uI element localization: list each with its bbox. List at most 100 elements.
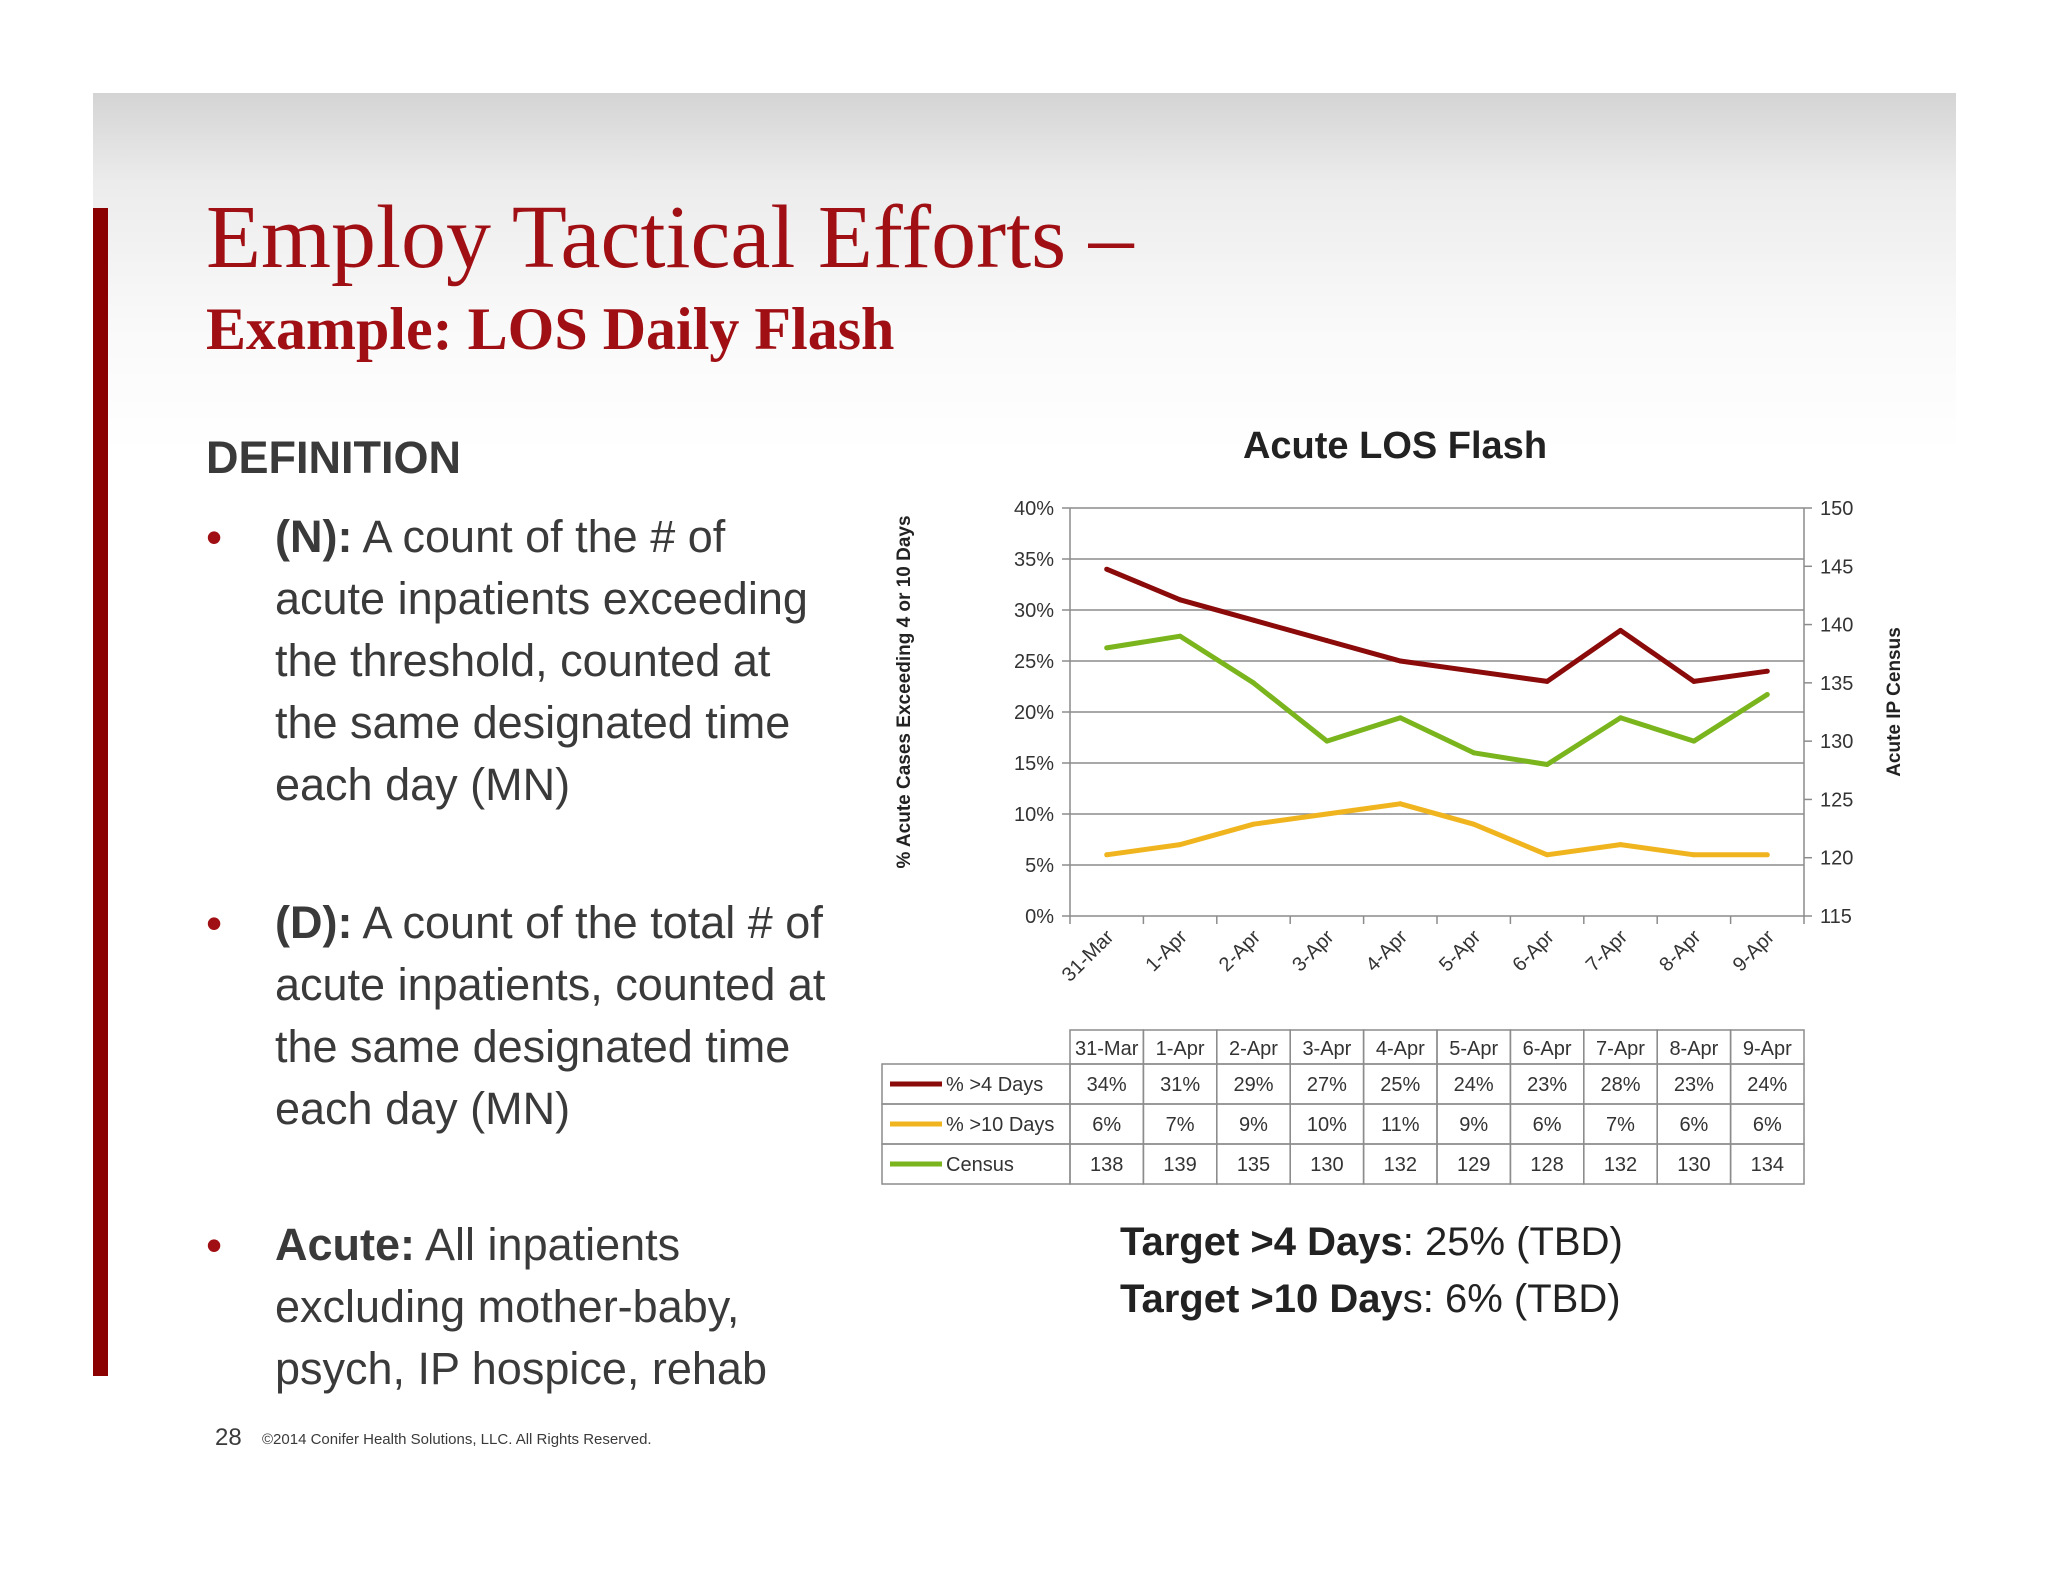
x-category-label: 31-Mar [1058,926,1119,987]
target-label: Target >4 Days [1120,1220,1403,1264]
table-value: 6% [1533,1114,1562,1136]
bullet-term: Acute: [275,1219,416,1270]
x-category-label: 8-Apr [1655,926,1705,976]
x-category-label: 5-Apr [1435,926,1485,976]
series-point [1544,761,1550,767]
table-value: 31% [1160,1074,1200,1096]
table-value: 25% [1380,1074,1420,1096]
right-tick-label: 135 [1820,673,1853,695]
table-header-label: 4-Apr [1376,1038,1425,1060]
series-point [1764,852,1770,858]
left-tick-label: 40% [1014,498,1054,520]
copyright-text: ©2014 Conifer Health Solutions, LLC. All… [262,1431,652,1448]
right-tick-label: 115 [1820,906,1852,928]
table-header-label: 31-Mar [1075,1038,1139,1060]
left-tick-label: 5% [1025,855,1054,877]
bullet-body: A count of the total # of acute inpatien… [275,897,826,1134]
table-value: 24% [1747,1074,1787,1096]
bullet-d: (D): A count of the total # of acute inp… [275,892,840,1140]
left-axis-title: % Acute Cases Exceeding 4 or 10 Days [894,515,915,868]
table-header-label: 3-Apr [1302,1038,1351,1060]
table-value: 132 [1604,1154,1637,1176]
series-point [1471,668,1477,674]
x-category-label: 6-Apr [1508,926,1558,976]
table-value: 6% [1753,1114,1782,1136]
series-lines [1104,566,1770,858]
right-tick-label: 130 [1820,731,1853,753]
series-point [1618,715,1623,721]
target-value: s: 6% (TBD) [1402,1277,1621,1321]
table-value: 139 [1163,1154,1196,1176]
x-category-label: 7-Apr [1582,926,1632,976]
chart-title: Acute LOS Flash [1242,425,1548,467]
table-value: 23% [1527,1074,1567,1096]
table-value: 10% [1307,1114,1347,1136]
target-10-days: Target >10 Days: 6% (TBD) [1120,1277,1621,1322]
table-value: 6% [1092,1114,1121,1136]
series-point [1618,627,1623,633]
series-point [1104,645,1110,651]
table-value: 23% [1674,1074,1714,1096]
table-value: 9% [1239,1114,1268,1136]
left-tick-label: 0% [1025,906,1054,928]
series-line [1106,801,1768,858]
series-point [1324,638,1330,644]
series-point [1471,750,1477,756]
series-point [1397,715,1403,721]
table-header-label: 5-Apr [1449,1038,1498,1060]
right-tick-label: 150 [1820,498,1853,520]
x-category-label: 3-Apr [1288,926,1338,976]
table-value: 34% [1087,1074,1127,1096]
series-point [1324,811,1330,817]
table-header-label: 9-Apr [1743,1038,1792,1060]
bullet-n: (N): A count of the # of acute inpatient… [275,506,840,816]
bullet-term: (D): [275,897,353,948]
accent-bar [93,208,108,1376]
series-point [1764,668,1770,674]
axes: 0% 5% 10% 15% 20% 25% 30% 35% 40% 115 120 125 130 135… [894,498,1905,986]
definition-heading: DEFINITION [206,432,461,483]
series-point [1177,597,1183,603]
table-value: 29% [1233,1074,1273,1096]
series-point [1251,821,1256,827]
series-point [1397,801,1403,807]
table-header-label: 2-Apr [1229,1038,1278,1060]
legend-label: % >10 Days [946,1114,1054,1136]
bullet-marker: • [206,1219,223,1271]
x-category-label: 2-Apr [1215,926,1265,976]
table-value: 128 [1530,1154,1563,1176]
left-tick-label: 10% [1014,804,1054,826]
series-point [1251,680,1256,686]
x-category-label: 9-Apr [1729,926,1779,976]
series-point [1471,821,1477,827]
legend-label: Census [946,1154,1014,1176]
bullet-marker: • [206,897,223,949]
table-cell [1729,1143,1805,1185]
table-value: 134 [1751,1154,1784,1176]
left-tick-label: 15% [1014,753,1054,775]
bullet-term: (N): [275,511,353,562]
series-point [1251,617,1256,623]
series-point [1691,678,1697,684]
x-category-label: 1-Apr [1141,926,1191,976]
series-point [1324,738,1330,744]
right-tick-label: 140 [1820,615,1853,637]
los-chart: 0% 5% 10% 15% 20% 25% 30% 35% 40% 115 120 125 130 135… [881,498,1905,1185]
table-header-label: 7-Apr [1596,1038,1645,1060]
series-point [1177,633,1183,639]
slide-subtitle: Example: LOS Daily Flash [206,296,895,362]
table-value: 11% [1381,1114,1420,1136]
left-tick-label: 25% [1014,651,1054,673]
legend-label: % >4 Days [946,1074,1043,1096]
series-point [1104,852,1110,858]
left-tick-label: 30% [1014,600,1054,622]
series-point [1618,842,1623,848]
series-line [1106,633,1769,767]
left-tick-label: 20% [1014,702,1054,724]
table-value: 132 [1384,1154,1417,1176]
series-point [1397,658,1403,664]
series-point [1177,842,1183,848]
series-point [1544,678,1550,684]
target-value: : 25% (TBD) [1402,1220,1623,1264]
bullet-acute: Acute: All inpatients excluding mother-b… [275,1214,840,1400]
